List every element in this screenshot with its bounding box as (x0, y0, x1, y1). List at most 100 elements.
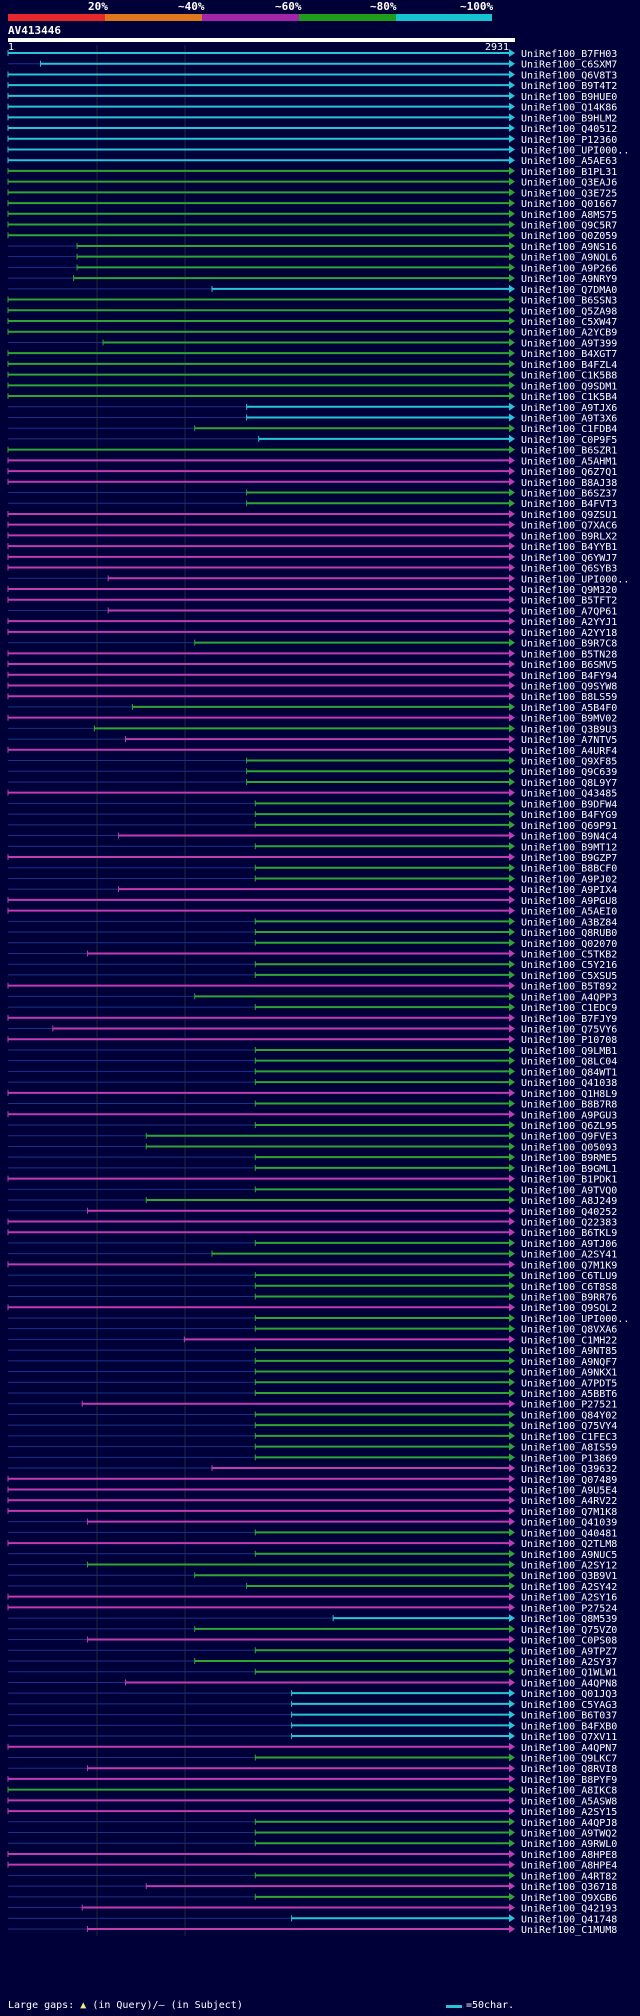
hit-end-arrow (509, 134, 515, 143)
hit-end-arrow (509, 1742, 515, 1751)
hit-label: UniRef100_A9PIX4 (521, 885, 617, 896)
scale-label-40: ~40% (178, 0, 205, 13)
hit-label: UniRef100_A4QPN8 (521, 1678, 617, 1689)
hit-row: UniRef100_B9DFW4 (8, 799, 617, 810)
hit-row: UniRef100_A2SY15 (7, 1807, 617, 1818)
hit-row: UniRef100_Q02070 (8, 938, 617, 950)
hit-row: UniRef100_C1K5B4 (7, 392, 617, 403)
hit-label: UniRef100_Q40481 (521, 1528, 617, 1539)
hit-end-arrow (509, 1185, 515, 1194)
hit-end-arrow (509, 1474, 515, 1483)
hit-end-arrow (509, 1217, 515, 1226)
hit-label: UniRef100_A8IKC8 (521, 1786, 617, 1797)
hit-end-arrow (509, 1313, 515, 1322)
hit-row: UniRef100_A2SY37 (8, 1657, 617, 1668)
hit-label: UniRef100_B6SSN3 (521, 296, 617, 307)
hit-label: UniRef100_Q9SDM1 (521, 381, 617, 392)
hit-label: UniRef100_B9N4C4 (521, 832, 617, 843)
hit-end-arrow (509, 938, 515, 947)
hit-label: UniRef100_Q6Z7Q1 (521, 467, 617, 478)
hit-row: UniRef100_B6SSN3 (7, 295, 617, 307)
hit-label: UniRef100_B9MT12 (521, 842, 617, 853)
hit-end-arrow (509, 370, 515, 379)
hit-end-arrow (509, 777, 515, 786)
hit-row: UniRef100_A9PIX4 (8, 885, 617, 896)
hit-end-arrow (509, 1560, 515, 1569)
query-start: 1 (8, 42, 15, 53)
hit-end-arrow (509, 552, 515, 561)
hit-row: UniRef100_Q22383 (7, 1217, 617, 1228)
gap-triangle-icon: ▲ (80, 2000, 87, 2011)
hit-end-arrow (509, 1378, 515, 1387)
hit-row: UniRef100_P27524 (7, 1603, 617, 1614)
hit-label: UniRef100_B4FXB0 (521, 1721, 617, 1732)
hit-label: UniRef100_Q42193 (521, 1904, 617, 1915)
hit-label: UniRef100_Q1H8L9 (521, 1089, 617, 1100)
hit-end-arrow (509, 702, 515, 711)
hit-label: UniRef100_A9T399 (521, 338, 617, 349)
hit-end-arrow (509, 1067, 515, 1076)
hit-label: UniRef100_A9TPZ7 (521, 1646, 617, 1657)
query-name: AV413446 (8, 24, 61, 37)
hit-label: UniRef100_C5YAG3 (521, 1700, 617, 1711)
hit-end-arrow (509, 317, 515, 325)
hit-end-arrow (509, 124, 515, 133)
hit-end-arrow (509, 156, 515, 165)
hit-row: UniRef100_C5Y216 (8, 960, 617, 971)
hit-row: UniRef100_Q9XF85 (8, 756, 617, 768)
hit-row: UniRef100_Q07489 (7, 1474, 617, 1486)
hit-label: UniRef100_Q9C5R7 (521, 221, 617, 232)
hit-row: UniRef100_Q9LMB1 (8, 1045, 617, 1057)
hit-row: UniRef100_Q41038 (8, 1078, 617, 1089)
hit-label: UniRef100_B8PYF9 (521, 1775, 617, 1786)
hit-end-arrow (509, 1710, 515, 1719)
hit-end-arrow (509, 1121, 515, 1129)
hit-end-arrow (509, 1024, 515, 1033)
scale-label-20: 20% (88, 0, 108, 13)
hit-end-arrow (509, 692, 515, 701)
hit-end-arrow (509, 1346, 515, 1355)
hit-end-arrow (509, 756, 515, 765)
hit-row: UniRef100_Q6V8T3 (7, 70, 617, 81)
hit-end-arrow (509, 788, 515, 797)
hit-row: UniRef100_A9PGU3 (7, 1110, 617, 1121)
hit-label: UniRef100_A5B4F0 (521, 703, 617, 714)
hit-row: UniRef100_B6SZR1 (7, 445, 617, 457)
hit-end-arrow (509, 1635, 515, 1644)
hit-row: UniRef100_B9GZP7 (7, 853, 617, 864)
hit-row: UniRef100_Q9FVE3 (8, 1131, 617, 1143)
hit-label: UniRef100_A3BZ84 (521, 917, 617, 928)
hit-end-arrow (509, 767, 515, 776)
hit-label: UniRef100_Q41038 (521, 1078, 617, 1089)
hit-label: UniRef100_A9TJX6 (521, 403, 617, 414)
hit-row: UniRef100_B5TN28 (7, 649, 617, 660)
hit-row: UniRef100_A5AE63 (7, 156, 617, 167)
hit-label: UniRef100_C1MH22 (521, 1335, 617, 1346)
hit-end-arrow (509, 499, 515, 508)
hit-label: UniRef100_B9GML1 (521, 1164, 617, 1175)
hit-label: UniRef100_Q84WT1 (521, 1067, 617, 1078)
hit-row: UniRef100_A4QPJ8 (8, 1817, 617, 1829)
hit-row: UniRef100_Q9C5R7 (7, 220, 617, 232)
hit-end-arrow (509, 1817, 515, 1826)
hit-end-arrow (509, 359, 515, 368)
hit-row: UniRef100_B9MT12 (8, 842, 617, 853)
hit-row: UniRef100_Q3B9U3 (8, 724, 617, 735)
hit-row: UniRef100_A4RT82 (8, 1871, 617, 1882)
hit-label: UniRef100_A5ASW8 (521, 1796, 617, 1807)
hit-row: UniRef100_Q75VY6 (8, 1024, 617, 1036)
hit-end-arrow (509, 520, 515, 529)
hit-end-arrow (509, 1828, 515, 1837)
hit-end-arrow (509, 1367, 515, 1376)
hit-end-arrow (509, 1892, 515, 1901)
hit-row: UniRef100_A5B4F0 (8, 702, 617, 714)
hit-end-arrow (509, 392, 515, 401)
hit-label: UniRef100_A7NTV5 (521, 735, 617, 746)
hit-label: UniRef100_A9T3X6 (521, 413, 617, 424)
hit-label: UniRef100_Q3B9U3 (521, 724, 617, 735)
hit-label: UniRef100_P10708 (521, 1035, 617, 1046)
hit-row: UniRef100_B9HLM2 (7, 113, 617, 124)
hit-label: UniRef100_Q7M1K9 (521, 1260, 617, 1271)
hit-row: UniRef100_C6SXM7 (8, 59, 617, 71)
